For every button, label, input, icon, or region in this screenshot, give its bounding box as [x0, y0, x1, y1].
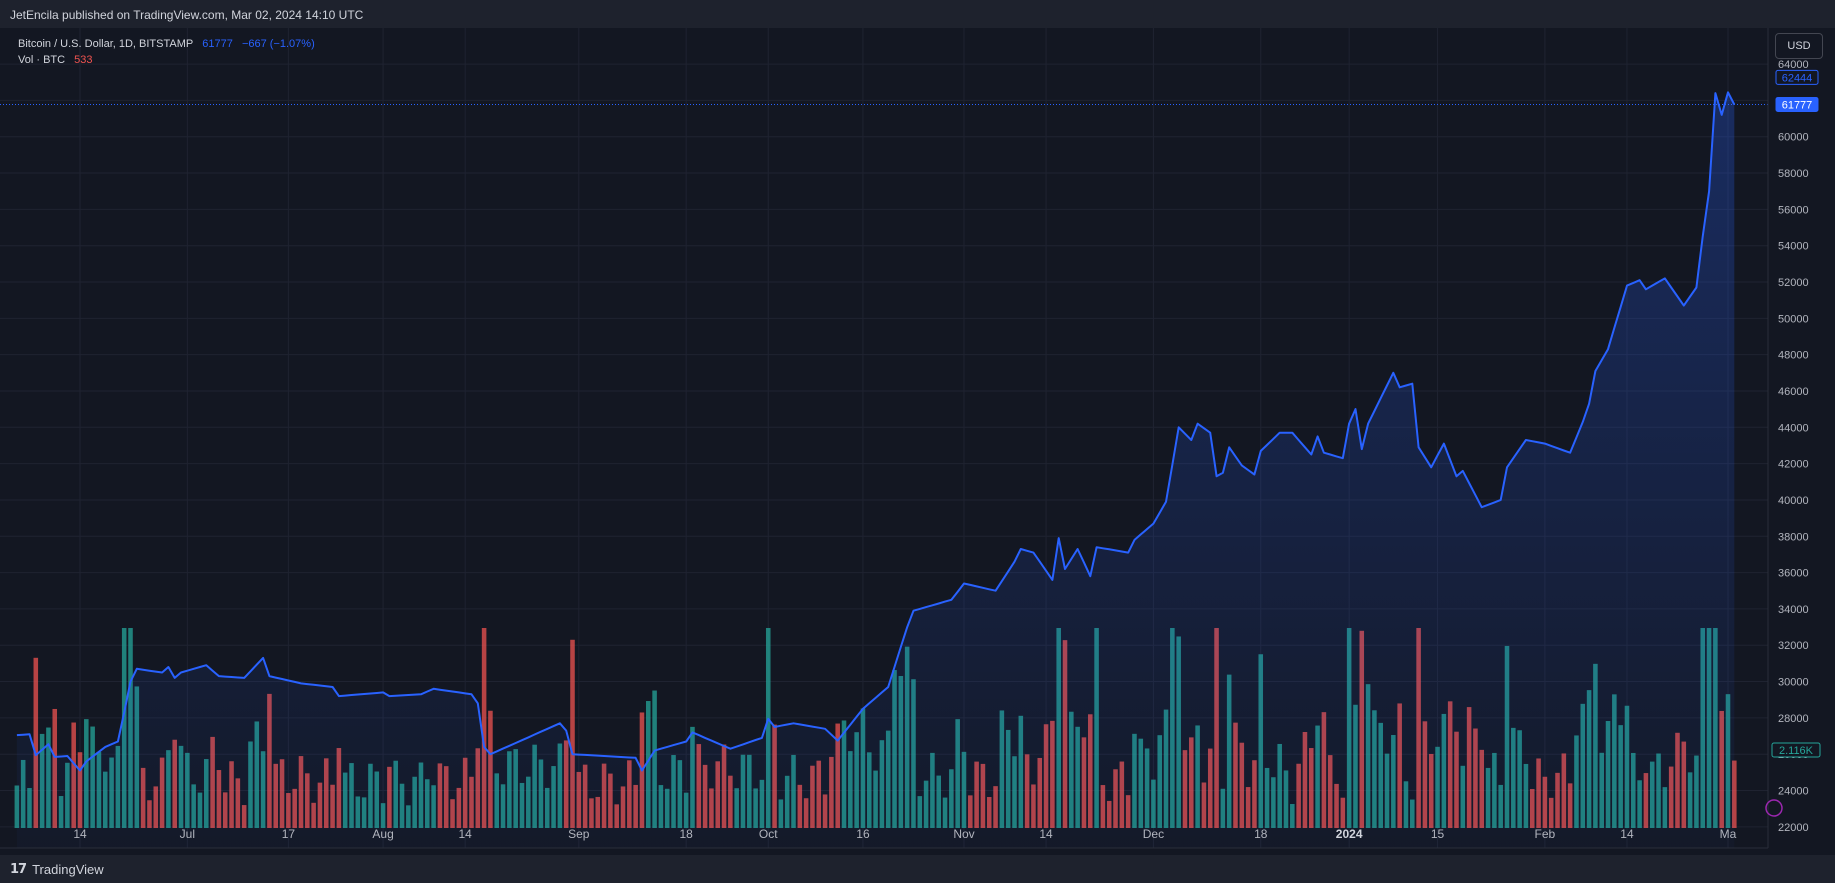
y-tick-label: 64000: [1778, 59, 1809, 71]
price-axis[interactable]: 2200024000260002800030000320003400036000…: [1778, 59, 1809, 834]
x-tick-label: 18: [679, 827, 693, 841]
y-tick-label: 40000: [1778, 495, 1809, 507]
footer-bar: 17 TradingView: [0, 855, 1835, 883]
volume-bar: [33, 657, 39, 828]
price-badge: [1775, 69, 1819, 85]
y-tick-label: 48000: [1778, 350, 1809, 362]
volume-badge: [1771, 742, 1821, 758]
publisher-bar: JetEncila published on TradingView.com, …: [0, 0, 1835, 28]
price-badge-label: 62444: [1782, 72, 1813, 84]
x-tick-label: Sep: [568, 827, 590, 841]
volume-bar: [481, 628, 487, 828]
price-badge: [1775, 96, 1819, 112]
y-tick-label: 36000: [1778, 568, 1809, 580]
y-tick-label: 28000: [1778, 713, 1809, 725]
time-axis[interactable]: 14 Jul 17 Aug 14 Sep 18 Oct 16 Nov 14 Dec 18 2024 15 Fe…: [73, 827, 1736, 841]
x-tick-label: Oct: [759, 827, 778, 841]
y-tick-label: 44000: [1778, 422, 1809, 434]
tradingview-logo[interactable]: 17 TradingView: [10, 862, 104, 877]
x-tick-label: Aug: [372, 827, 393, 841]
x-tick-label: 18: [1254, 827, 1268, 841]
legend-last-price: 61777: [202, 38, 233, 50]
legend-volume-label: Vol · BTC: [18, 54, 66, 66]
currency-button[interactable]: USD: [1775, 33, 1823, 59]
volume-bar: [1732, 760, 1737, 828]
x-tick-label: 2024: [1336, 827, 1363, 841]
y-tick-label: 22000: [1778, 822, 1809, 834]
x-tick-label: 14: [73, 827, 87, 841]
chart-settings-icon[interactable]: [1765, 799, 1783, 817]
y-tick-label: 56000: [1778, 204, 1809, 216]
y-tick-label: 38000: [1778, 531, 1809, 543]
tradingview-logo-icon: 17: [10, 862, 27, 877]
y-tick-label: 58000: [1778, 168, 1809, 180]
x-tick-label: Feb: [1535, 827, 1556, 841]
x-tick-label: 14: [458, 827, 472, 841]
y-tick-label: 46000: [1778, 386, 1809, 398]
x-tick-label: 16: [856, 827, 870, 841]
x-tick-label: Ma: [1720, 827, 1737, 841]
x-tick-label: 14: [1039, 827, 1053, 841]
y-tick-label: 52000: [1778, 277, 1809, 289]
x-tick-label: Nov: [953, 827, 974, 841]
y-tick-label: 34000: [1778, 604, 1809, 616]
y-tick-label: 54000: [1778, 241, 1809, 253]
x-tick-label: Jul: [180, 827, 195, 841]
y-tick-label: 42000: [1778, 459, 1809, 471]
y-tick-label: 24000: [1778, 786, 1809, 798]
price-line: [16, 91, 1736, 772]
x-tick-label: Dec: [1143, 827, 1164, 841]
legend-volume-value: 533: [74, 54, 93, 66]
y-tick-label: 50000: [1778, 313, 1809, 325]
x-tick-label: 14: [1620, 827, 1634, 841]
price-badges: 62444 61777 2.116K: [1771, 69, 1821, 758]
chart-legend: Bitcoin / U.S. Dollar, 1D, BITSTAMP 6177…: [18, 36, 315, 68]
volume-bar: [14, 785, 20, 828]
legend-change: −667 (−1.07%): [241, 38, 315, 50]
legend-symbol-row[interactable]: Bitcoin / U.S. Dollar, 1D, BITSTAMP 6177…: [18, 36, 315, 52]
volume-bar: [570, 639, 575, 828]
x-tick-label: 17: [282, 827, 296, 841]
x-tick-label: 15: [1431, 827, 1445, 841]
price-area-fill: [16, 92, 1735, 849]
y-tick-label: 30000: [1778, 677, 1809, 689]
price-badge-label: 61777: [1782, 99, 1813, 111]
y-tick-label: 60000: [1778, 132, 1809, 144]
volume-badge-label: 2.116K: [1779, 745, 1814, 757]
legend-symbol: Bitcoin / U.S. Dollar, 1D, BITSTAMP: [18, 38, 194, 50]
tradingview-brand: TradingView: [32, 862, 104, 877]
legend-volume-row[interactable]: Vol · BTC 533: [18, 52, 315, 68]
publisher-line: JetEncila published on TradingView.com, …: [10, 8, 364, 22]
y-tick-label: 32000: [1778, 640, 1809, 652]
